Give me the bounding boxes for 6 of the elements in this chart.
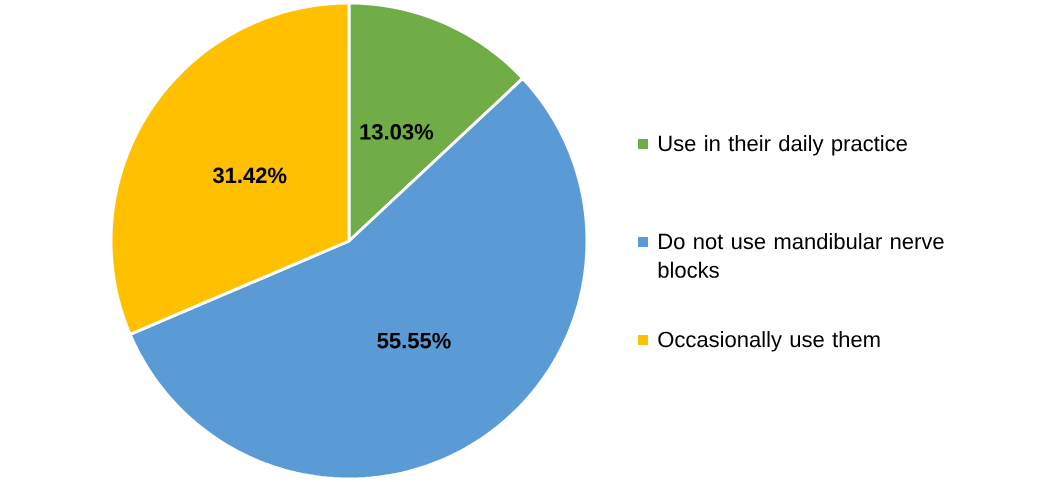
legend-label: Do not use mandibular nerve blocks [658, 233, 944, 278]
data-label: 31.42% [212, 167, 287, 184]
legend-label: Occasionally use them [658, 331, 880, 352]
data-label: 13.03% [360, 124, 434, 140]
data-label: 55.55% [377, 332, 451, 349]
legend-label: Use in their daily practice [658, 135, 907, 156]
